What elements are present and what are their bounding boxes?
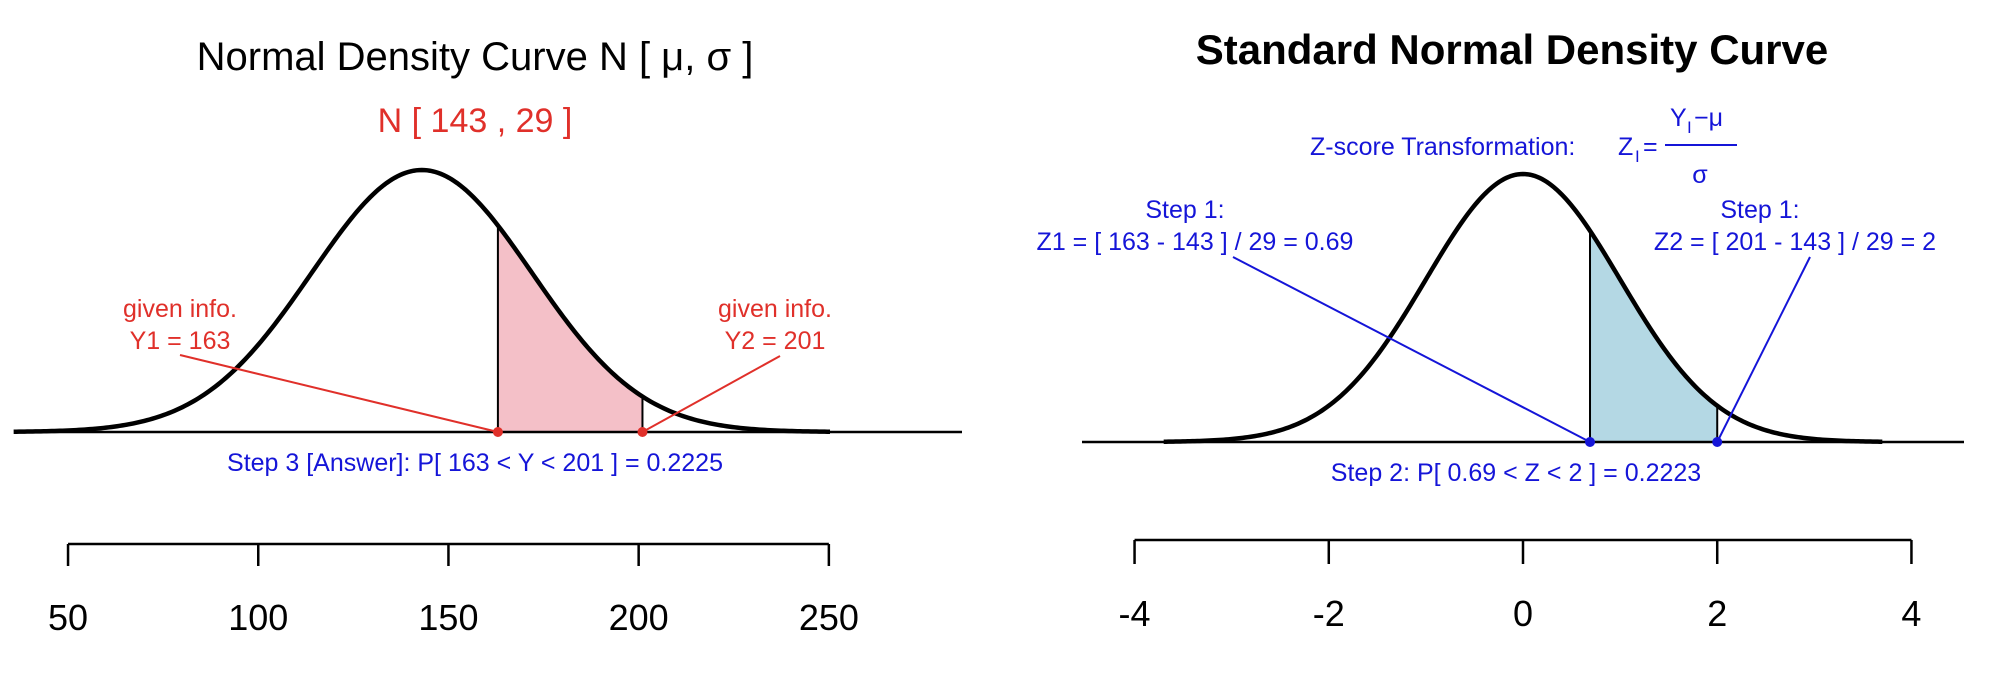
left-panel: Normal Density Curve N [ μ, σ ] N [ 143 …	[13, 35, 962, 638]
right-axis-tick-label: -4	[1119, 593, 1151, 634]
formula-numerator-sub: I	[1687, 118, 1692, 137]
zscore-formula: Z-score Transformation: Z I = Y I −μ σ	[1310, 104, 1737, 189]
left-density-curve	[13, 167, 831, 434]
right-x-axis: -4 -2 0 2 4	[1119, 538, 1921, 634]
right-step1-left-label: Step 1:	[1145, 196, 1224, 224]
formula-equals: =	[1643, 133, 1658, 161]
right-pointer-z1	[1232, 256, 1591, 443]
left-x-axis: 50 100 150 200 250	[48, 542, 859, 638]
left-answer-text: Step 3 [Answer]: P[ 163 < Y < 201 ] = 0.…	[227, 449, 723, 477]
right-density-curve	[1163, 171, 1883, 444]
zscore-label: Z-score Transformation:	[1310, 133, 1575, 161]
left-given2-label: given info.	[718, 295, 832, 323]
formula-z-sub: I	[1635, 147, 1640, 166]
left-pointer-y2	[641, 355, 781, 433]
left-axis-tick-label: 100	[228, 597, 288, 638]
right-panel: Standard Normal Density Curve Z-score Tr…	[1037, 26, 1964, 634]
right-chart-title: Standard Normal Density Curve	[1196, 26, 1829, 73]
left-point-y1	[492, 427, 503, 437]
formula-numerator-rest: −μ	[1694, 104, 1723, 132]
right-axis-tick-label: 4	[1901, 593, 1921, 634]
right-step1-right-formula: Z2 = [ 201 - 143 ] / 29 = 2	[1654, 228, 1936, 256]
formula-numerator-y: Y	[1670, 104, 1687, 132]
left-chart-subtitle: N [ 143 , 29 ]	[378, 102, 573, 140]
left-chart-title: Normal Density Curve N [ μ, σ ]	[197, 35, 754, 79]
left-pointer-y1	[179, 354, 499, 433]
left-axis-tick-label: 200	[609, 597, 669, 638]
left-given2-value: Y2 = 201	[725, 327, 826, 355]
formula-z: Z	[1618, 133, 1633, 161]
left-point-y2	[637, 427, 648, 437]
right-axis-tick-label: 2	[1707, 593, 1727, 634]
left-given1-value: Y1 = 163	[130, 327, 231, 355]
left-axis-tick-label: 250	[799, 597, 859, 638]
right-point-z2	[1712, 437, 1723, 447]
right-step1-left-formula: Z1 = [ 163 - 143 ] / 29 = 0.69	[1037, 228, 1354, 256]
right-step1-right-label: Step 1:	[1720, 196, 1799, 224]
right-step2-text: Step 2: P[ 0.69 < Z < 2 ] = 0.2223	[1331, 459, 1701, 487]
left-given1-label: given info.	[123, 295, 237, 323]
left-axis-tick-label: 150	[418, 597, 478, 638]
right-pointer-z2	[1716, 256, 1811, 443]
right-axis-tick-label: 0	[1513, 593, 1533, 634]
formula-denominator: σ	[1692, 161, 1708, 189]
right-point-z1	[1585, 437, 1596, 447]
right-axis-tick-label: -2	[1313, 593, 1345, 634]
left-axis-tick-label: 50	[48, 597, 88, 638]
